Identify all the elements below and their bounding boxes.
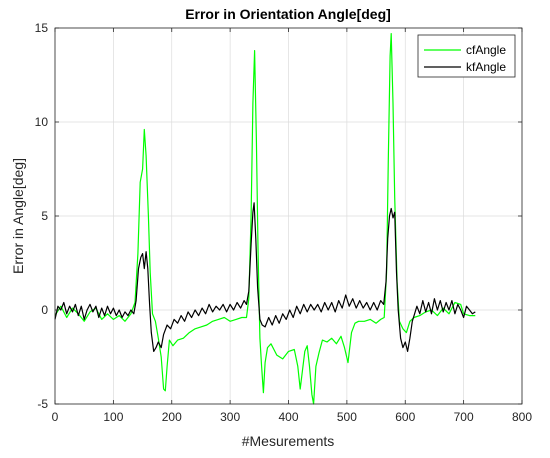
tick-labels: 0 100 200 300 400 500 600 700 800 -5 0 5 10 15	[35, 21, 533, 424]
y-tick-label: -5	[37, 397, 48, 411]
x-tick-label: 100	[103, 410, 123, 424]
legend-box	[417, 34, 516, 78]
series-line-cfangle	[54, 32, 476, 405]
x-tick-label: 700	[454, 410, 474, 424]
legend-label-kfangle: kfAngle	[466, 60, 506, 74]
y-tick-label: 15	[35, 21, 49, 35]
ticks	[54, 27, 523, 405]
y-axis-label: Error in Angle[deg]	[10, 158, 26, 274]
series-layer	[54, 32, 476, 405]
y-tick-label: 0	[41, 303, 48, 317]
x-tick-label: 400	[278, 410, 298, 424]
x-tick-label: 200	[162, 410, 182, 424]
x-tick-label: 500	[337, 410, 357, 424]
x-tick-label: 0	[52, 410, 59, 424]
y-tick-label: 10	[35, 115, 49, 129]
x-tick-label: 300	[220, 410, 240, 424]
x-axis-label: #Mesurements	[242, 433, 335, 449]
chart-title: Error in Orientation Angle[deg]	[185, 6, 391, 22]
legend: cfAngle kfAngle	[417, 34, 516, 78]
legend-label-cfangle: cfAngle	[466, 43, 506, 57]
series-line-kfangle	[54, 202, 476, 352]
x-tick-label: 600	[395, 410, 415, 424]
y-tick-label: 5	[41, 209, 48, 223]
x-tick-label: 800	[512, 410, 532, 424]
